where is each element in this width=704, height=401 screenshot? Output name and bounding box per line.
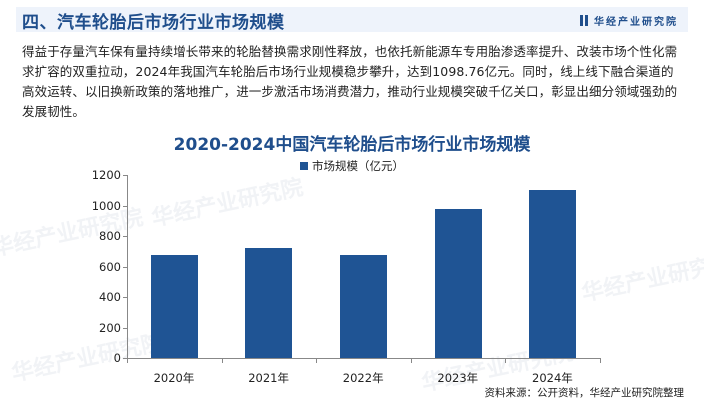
y-tick-label: 400: [99, 290, 121, 304]
section-title: 四、汽车轮胎后市场行业市场规模: [22, 13, 285, 33]
y-tick: [123, 175, 127, 176]
y-tick-label: 800: [99, 229, 121, 243]
y-tick-label: 200: [99, 320, 121, 335]
brand-logo: 华经产业研究院: [580, 13, 678, 28]
y-tick: [123, 297, 127, 298]
x-tick: [600, 358, 601, 363]
x-tick-label: 2022年: [342, 371, 384, 385]
x-tick: [221, 358, 223, 363]
y-tick-label: 1000: [91, 198, 121, 213]
x-tick-label: 2020年: [153, 371, 195, 385]
y-tick-label: 600: [99, 259, 121, 274]
section-header: 四、汽车轮胎后市场行业市场规模 华经产业研究院: [16, 7, 688, 33]
chart-legend: 市场规模（亿元）: [0, 158, 704, 174]
y-tick: [123, 205, 127, 207]
y-tick: [123, 266, 127, 268]
bar-2024年: [529, 190, 577, 358]
watermark: 华经产业研究院: [0, 205, 146, 262]
source-note: 资料来源：公开资料，华经产业研究院整理: [484, 387, 685, 399]
x-tick: [316, 358, 318, 363]
y-tick-label: 1200: [91, 168, 121, 182]
chart-title: 2020-2024中国汽车轮胎后市场行业市场规模: [173, 135, 531, 155]
description-paragraph: 得益于存量汽车保有量持续增长带来的轮胎替换需求刚性释放，也依托新能源车专用胎渗透…: [22, 44, 678, 119]
x-tick: [127, 358, 128, 363]
legend-swatch-icon: [300, 161, 308, 170]
x-axis: [127, 358, 600, 359]
x-tick: [505, 358, 507, 363]
brand-name: 华经产业研究院: [594, 17, 678, 28]
x-tick-label: 2021年: [248, 371, 289, 385]
x-tick-label: 2023年: [437, 371, 479, 385]
y-tick: [123, 358, 127, 359]
y-tick: [123, 327, 127, 329]
bar-2022年: [340, 255, 387, 358]
y-tick-label: 0: [113, 351, 121, 365]
bar-2021年: [245, 247, 293, 358]
x-tick: [410, 358, 412, 363]
y-axis: [127, 175, 128, 359]
bar-2023年: [434, 209, 482, 358]
brand-book-icon: [580, 15, 588, 26]
bar-2020年: [150, 255, 198, 358]
y-tick: [123, 236, 127, 237]
chart-plot-area: 0 200 400 600 800 1000 1200 2020年 2021年 2022年 2023…: [92, 168, 601, 385]
legend-label: 市场规模（亿元）: [312, 159, 404, 173]
x-tick-label: 2024年: [532, 371, 573, 385]
